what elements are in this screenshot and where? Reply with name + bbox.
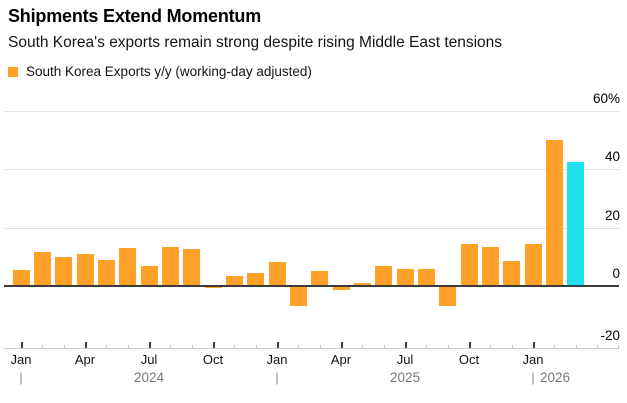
x-axis-label: Jul [140, 352, 158, 367]
x-axis-label: Jul [396, 352, 414, 367]
bar-Aug-2024 [162, 247, 179, 286]
bar-Dec-2025 [503, 261, 520, 286]
bar-Jan-2025 [269, 262, 286, 286]
y-axis-label: 0 [612, 266, 620, 281]
bar-Feb-2024 [34, 252, 51, 286]
x-axis-minor-tick [426, 345, 427, 348]
bar-Nov-2025 [482, 247, 499, 286]
x-axis-major-tick [213, 342, 215, 348]
x-axis-minor-tick [192, 345, 193, 348]
x-axis-label: Oct [458, 352, 480, 367]
bar-May-2025 [354, 283, 371, 286]
bar-Jun-2024 [119, 248, 136, 286]
year-label: 2024 [133, 370, 165, 385]
x-axis-major-tick [533, 342, 535, 348]
legend-label: South Korea Exports y/y (working-day adj… [26, 64, 312, 79]
year-separator: | [275, 370, 279, 385]
x-axis-label: Jan [10, 352, 32, 367]
gridline-20 [4, 228, 619, 229]
bar-Jun-2025 [375, 266, 392, 286]
x-axis-minor-tick [362, 345, 363, 348]
zero-axis-line [4, 285, 619, 287]
bar-Aug-2025 [418, 269, 435, 286]
bar-Dec-2024 [247, 273, 264, 286]
bar-Mar-2025 [311, 271, 328, 286]
x-axis-label: Jan [522, 352, 544, 367]
year-separator: | [19, 370, 23, 385]
x-axis-minor-tick [106, 345, 107, 348]
x-axis-minor-tick [618, 345, 619, 348]
bar-Feb-2026 [546, 140, 563, 286]
bar-Oct-2024 [205, 287, 222, 288]
x-axis-label: Jan [266, 352, 288, 367]
bar-Jan-2024 [13, 270, 30, 286]
x-axis-minor-tick [234, 345, 235, 348]
x-axis-minor-tick [170, 345, 171, 348]
legend: South Korea Exports y/y (working-day adj… [8, 64, 312, 79]
x-axis-minor-tick [512, 345, 513, 348]
x-axis-major-tick [277, 342, 279, 348]
bar-Feb-2025 [290, 287, 307, 306]
x-axis-minor-tick [64, 345, 65, 348]
bar-Apr-2024 [77, 254, 94, 286]
bar-Jan-2026 [525, 244, 542, 286]
x-axis-major-tick [469, 342, 471, 348]
x-axis-major-tick [21, 342, 23, 348]
y-axis-label: 20 [604, 208, 620, 223]
legend-swatch-icon [8, 66, 18, 77]
year-separator: | [531, 370, 535, 385]
x-axis-major-tick [149, 342, 151, 348]
chart-subtitle: South Korea's exports remain strong desp… [8, 34, 503, 51]
x-axis-minor-tick [554, 345, 555, 348]
bar-Mar-2024 [55, 257, 72, 286]
x-axis-minor-tick [320, 345, 321, 348]
x-axis-major-tick [405, 342, 407, 348]
y-axis-label: 40 [604, 149, 620, 164]
bar-Sep-2024 [183, 249, 200, 286]
gridline-40 [4, 169, 619, 170]
x-axis-major-tick [341, 342, 343, 348]
year-label: 2026 [540, 370, 571, 385]
x-axis-minor-tick [42, 345, 43, 348]
bar-Mar-2026 [567, 162, 584, 286]
bar-May-2024 [98, 260, 115, 286]
bar-Sep-2025 [439, 287, 456, 306]
x-axis-label: Apr [330, 352, 352, 367]
x-axis-minor-tick [384, 345, 385, 348]
year-label: 2025 [389, 370, 421, 385]
y-axis-label: 60% [592, 91, 620, 106]
x-axis-label: Oct [202, 352, 224, 367]
bar-Apr-2025 [333, 287, 350, 290]
bar-Jul-2024 [141, 266, 158, 286]
x-axis-minor-tick [448, 345, 449, 348]
y-axis-label: -20 [600, 328, 620, 343]
x-axis-minor-tick [490, 345, 491, 348]
x-axis-minor-tick [597, 345, 598, 348]
x-axis-line [4, 348, 619, 349]
bar-Oct-2025 [461, 244, 478, 286]
x-axis-minor-tick [256, 345, 257, 348]
chart-title: Shipments Extend Momentum [8, 6, 262, 26]
x-axis-minor-tick [298, 345, 299, 348]
x-axis-label: Apr [74, 352, 96, 367]
x-axis-major-tick [85, 342, 87, 348]
bar-Jul-2025 [397, 269, 414, 286]
x-axis-minor-tick [128, 345, 129, 348]
gridline-60 [4, 111, 619, 112]
bar-Nov-2024 [226, 276, 243, 286]
x-axis-minor-tick [576, 345, 577, 348]
